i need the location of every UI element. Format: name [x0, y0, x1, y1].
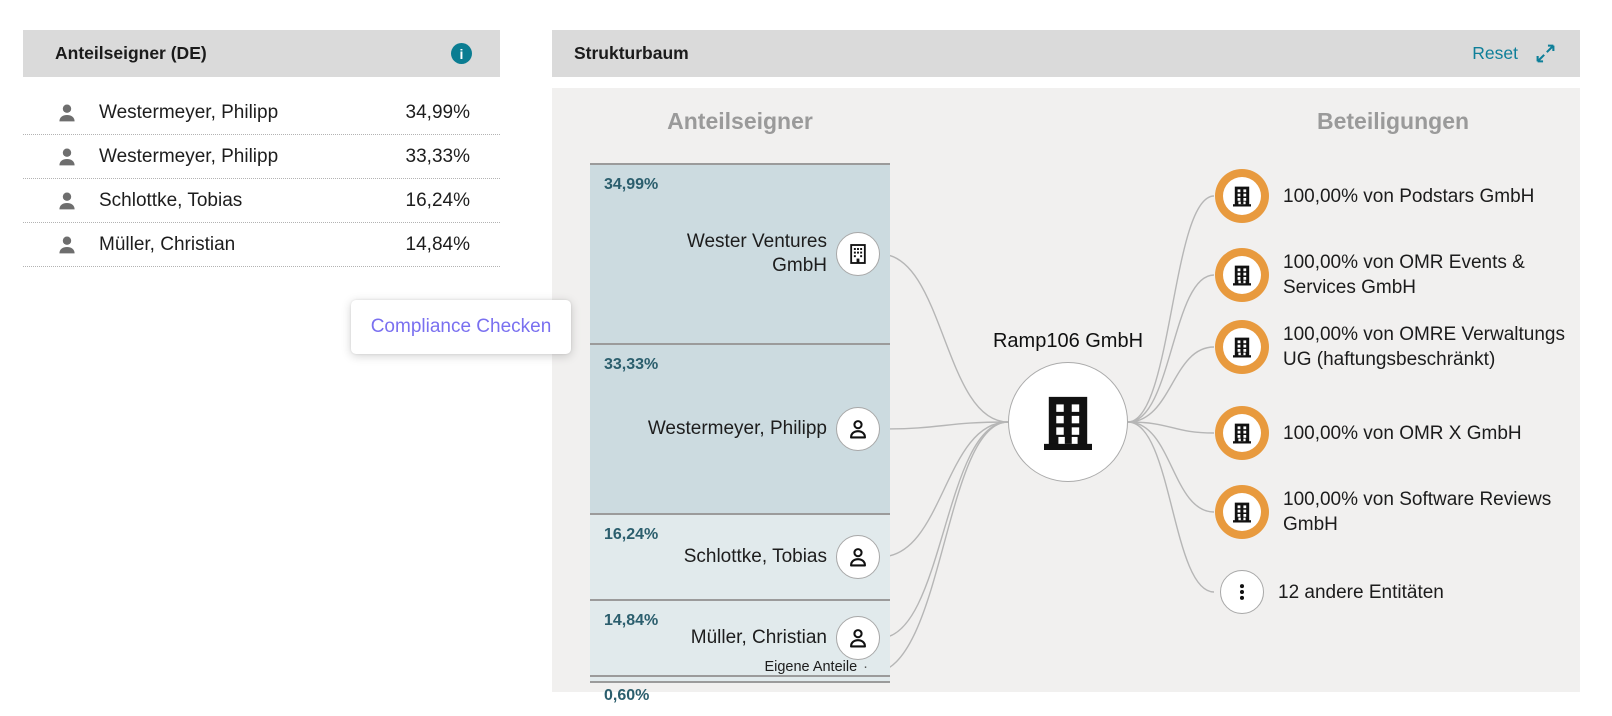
holding-item[interactable]: 100,00% von OMRE Verwaltungs UG (haftungs…	[1215, 320, 1565, 374]
connector-line	[879, 253, 1009, 423]
person-node[interactable]	[836, 616, 880, 660]
shareholder-segment: 33,33% Westermeyer, Philipp	[590, 345, 890, 515]
root-company-node[interactable]	[1008, 362, 1128, 482]
person-icon	[55, 189, 79, 213]
holding-label: 100,00% von OMRE Verwaltungs UG (haftungs…	[1283, 324, 1565, 370]
connector-lines	[871, 195, 1215, 674]
column-heading-shareholders: Anteilseigner	[667, 108, 813, 134]
connector-line	[1127, 421, 1215, 434]
structure-tree-canvas: Anteilseigner Beteiligungen 34,99% Wester…	[552, 88, 1580, 704]
person-icon	[55, 101, 79, 125]
shareholder-row[interactable]: Westermeyer, Philipp 33,33%	[23, 135, 500, 179]
more-entities-node[interactable]	[1220, 570, 1264, 614]
shareholder-segment: 16,24% Schlottke, Tobias	[590, 515, 890, 601]
structure-panel-title: Strukturbaum	[574, 43, 689, 63]
shareholder-share: 14,84%	[405, 233, 470, 255]
shareholder-share: 34,99%	[405, 101, 470, 123]
shareholder-row[interactable]: Schlottke, Tobias 16,24%	[23, 179, 500, 223]
root-company-name: Ramp106 GmbH	[992, 330, 1144, 352]
segment-owner-name: Wester Ventures GmbH	[686, 231, 827, 276]
company-node-ring[interactable]	[1215, 169, 1269, 223]
ownership-bar: 34,99% Wester Ventures GmbH 33,33% Westermey…	[590, 163, 890, 704]
info-icon[interactable]: i	[451, 43, 472, 64]
shareholder-segment: 34,99% Wester Ventures GmbH	[590, 165, 890, 345]
connector-line	[1127, 421, 1215, 513]
building-icon	[1223, 328, 1261, 366]
compliance-check-button[interactable]: Compliance Checken	[351, 300, 571, 354]
connector-line	[1127, 195, 1215, 423]
connector-line	[879, 421, 1009, 558]
structure-panel-header: Strukturbaum Reset	[552, 30, 1580, 77]
segment-owner-name: Westermeyer, Philipp	[647, 418, 827, 439]
segment-owner-name: Schlottke, Tobias	[683, 546, 827, 567]
holding-label: 100,00% von OMR Events & Services GmbH	[1283, 252, 1525, 298]
holding-icon-slot	[1220, 570, 1264, 614]
shareholder-row[interactable]: Westermeyer, Philipp 34,99%	[23, 91, 500, 135]
shareholder-share: 33,33%	[405, 145, 470, 167]
building-icon	[1036, 390, 1100, 454]
person-icon	[55, 145, 79, 169]
holding-icon-slot	[1215, 169, 1269, 223]
building-icon	[1223, 414, 1261, 452]
holding-icon-slot	[1215, 485, 1269, 539]
connector-line	[871, 421, 1009, 674]
segment-owner-name: Müller, Christian	[690, 627, 827, 648]
holding-label: 100,00% von Software Reviews GmbH	[1283, 489, 1552, 535]
connector-line	[879, 421, 1009, 430]
column-heading-holdings: Beteiligungen	[1316, 108, 1470, 134]
shareholder-list: Westermeyer, Philipp 34,99% Westermeyer,…	[23, 91, 500, 267]
structure-header-actions: Reset	[1472, 43, 1556, 64]
shareholder-name: Müller, Christian	[99, 233, 236, 255]
shareholder-share: 16,24%	[405, 189, 470, 211]
holding-item[interactable]: 100,00% von Software Reviews GmbH	[1215, 485, 1551, 539]
shareholder-row[interactable]: Müller, Christian 14,84%	[23, 223, 500, 267]
shareholders-panel-title: Anteilseigner (DE)	[55, 43, 207, 63]
company-node-ring[interactable]	[1215, 248, 1269, 302]
segment-percent: 34,99%	[604, 176, 659, 193]
holding-icon-slot	[1215, 406, 1269, 460]
person-icon	[55, 233, 79, 257]
holding-item[interactable]: 100,00% von Podstars GmbH	[1215, 169, 1534, 223]
shareholder-segment: 0,60%	[590, 677, 890, 704]
holding-item[interactable]: 100,00% von OMR X GmbH	[1215, 406, 1522, 460]
segment-percent: 33,33%	[604, 356, 659, 373]
holding-label: 100,00% von OMR X GmbH	[1283, 422, 1522, 444]
holding-item[interactable]: 12 andere Entitäten	[1220, 570, 1444, 614]
holding-label: 12 andere Entitäten	[1278, 581, 1444, 603]
connector-line	[879, 421, 1009, 639]
connector-line	[1127, 346, 1215, 423]
segment-percent: 0,60%	[604, 687, 650, 704]
company-node-ring[interactable]	[1215, 406, 1269, 460]
holding-icon-slot	[1215, 248, 1269, 302]
own-shares-node[interactable]: ·	[863, 659, 868, 675]
person-node[interactable]	[836, 407, 880, 451]
building-icon	[1223, 493, 1261, 531]
shareholder-name: Schlottke, Tobias	[99, 189, 243, 211]
connector-line	[1127, 274, 1215, 423]
building-icon	[1223, 256, 1261, 294]
shareholders-panel-header: Anteilseigner (DE) i	[23, 30, 500, 77]
connector-line	[1127, 421, 1215, 593]
person-node[interactable]	[836, 535, 880, 579]
holding-icon-slot	[1215, 320, 1269, 374]
shareholder-name: Westermeyer, Philipp	[99, 101, 279, 123]
expand-icon[interactable]	[1535, 43, 1556, 64]
holding-item[interactable]: 100,00% von OMR Events & Services GmbH	[1215, 248, 1525, 302]
company-node-ring[interactable]	[1215, 485, 1269, 539]
segment-percent: 16,24%	[604, 526, 659, 543]
holding-label: 100,00% von Podstars GmbH	[1283, 185, 1535, 207]
segment-percent: 14,84%	[604, 612, 659, 629]
company-node[interactable]	[836, 232, 880, 276]
shareholder-segment: 14,84% Müller, Christian	[590, 601, 890, 677]
building-icon	[1223, 177, 1261, 215]
own-shares-label: Eigene Anteile ·	[764, 659, 868, 675]
company-node-ring[interactable]	[1215, 320, 1269, 374]
reset-button[interactable]: Reset	[1472, 43, 1518, 63]
shareholder-name: Westermeyer, Philipp	[99, 145, 279, 167]
